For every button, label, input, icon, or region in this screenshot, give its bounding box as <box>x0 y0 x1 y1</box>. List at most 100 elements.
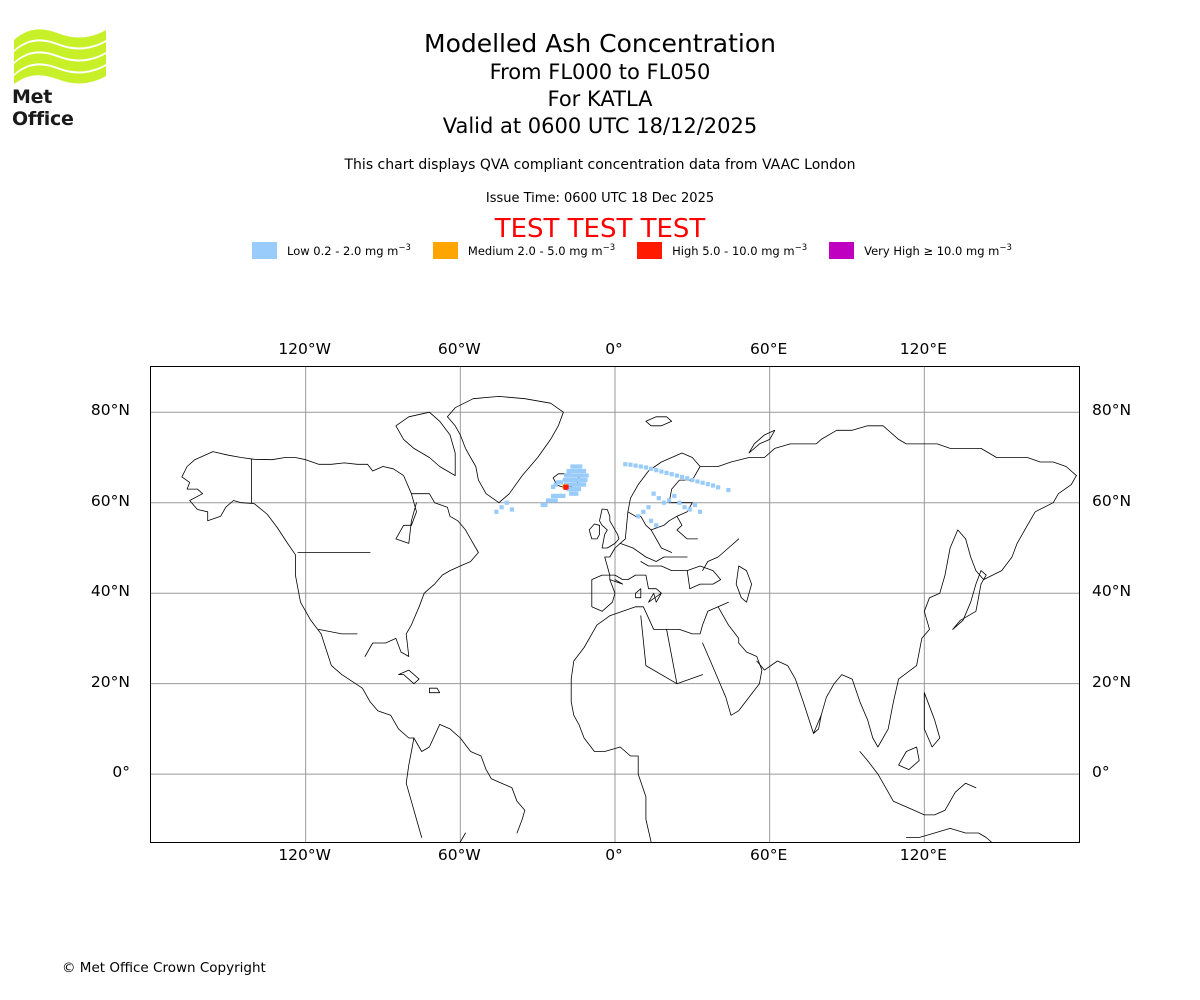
legend-label: High 5.0 - 10.0 mg m−3 <box>672 242 808 258</box>
plume-cell-low <box>504 500 509 505</box>
valid-time: Valid at 0600 UTC 18/12/2025 <box>442 114 758 138</box>
lon-tick-bottom: 120°W <box>278 846 331 864</box>
plume-cell-low <box>543 502 548 508</box>
lon-tick-bottom: 120°E <box>899 846 947 864</box>
plume-cell-low <box>579 468 584 474</box>
coastline-segment <box>813 714 822 734</box>
coastline-segment <box>666 628 678 685</box>
plume-cell-low <box>654 468 659 473</box>
plume-cell-low <box>553 482 558 487</box>
lat-tick-right: 20°N <box>1092 672 1132 691</box>
plume-cell-low <box>571 491 576 496</box>
plume-cell-low <box>661 500 667 505</box>
coastline-segment <box>446 395 564 504</box>
plume-cell-low <box>576 473 582 478</box>
lat-tick-left: 20°N <box>90 672 130 691</box>
plume-cell-low <box>569 491 574 496</box>
legend-item: High 5.0 - 10.0 mg m−3 <box>637 241 808 259</box>
lat-tick-right: 60°N <box>1092 491 1132 510</box>
plume-cell-low <box>581 473 587 478</box>
plume-cell-low <box>574 468 579 474</box>
plume-cell-low <box>579 482 584 487</box>
plume-cell-low <box>570 464 575 469</box>
plume-cell-low <box>646 505 651 510</box>
plume-cell-low <box>545 498 551 503</box>
legend-item: Medium 2.0 - 5.0 mg m−3 <box>432 241 615 259</box>
lat-tick-right: 0° <box>1092 763 1110 782</box>
plume-cell-low <box>553 498 558 503</box>
coastline-segment <box>650 529 673 553</box>
coastline-segment <box>570 601 729 680</box>
coastline-segment <box>702 538 740 572</box>
coastline-segment <box>181 451 417 544</box>
coastline-segment <box>859 751 977 816</box>
coastline-segment <box>413 723 526 834</box>
plume-cell-low <box>551 493 556 499</box>
coastline-segment <box>318 628 358 635</box>
map-gridlines <box>151 367 1079 842</box>
plume-cell-low <box>578 464 583 469</box>
plume-cell-low <box>695 479 700 484</box>
legend-label: Very High ≥ 10.0 mg m−3 <box>864 242 1012 258</box>
plume-cell-low <box>571 473 576 478</box>
plume-cell-low <box>648 466 654 471</box>
plume-cell-low <box>636 514 641 519</box>
plume-cell-low <box>556 480 561 485</box>
plume-cell-low <box>561 493 566 499</box>
plume-cell-low <box>710 483 716 488</box>
plume-cell-low <box>566 468 571 474</box>
coastline-segment <box>923 692 941 748</box>
plume-cell-low <box>572 478 578 483</box>
concentration-legend: Low 0.2 - 2.0 mg m−3 Medium 2.0 - 5.0 mg … <box>252 240 1012 260</box>
met-office-logo: Met Office <box>12 26 112 130</box>
page-title: Modelled Ash Concentration <box>424 29 776 58</box>
plume-cell-low <box>664 470 669 475</box>
test-banner: TEST TEST TEST <box>494 214 706 244</box>
page-title-block: Modelled Ash Concentration From FL000 to… <box>0 28 1200 140</box>
world-map[interactable] <box>150 366 1080 843</box>
logo-wave-mark <box>14 29 106 84</box>
map-coastlines <box>181 395 1077 842</box>
plume-cell-low <box>651 491 656 496</box>
plume-cell-low <box>633 463 638 468</box>
plume-cell-low <box>669 472 674 477</box>
plume-cell-low <box>648 518 654 523</box>
legend-item: Low 0.2 - 2.0 mg m−3 <box>252 241 411 259</box>
copyright-notice: © Met Office Crown Copyright <box>62 960 266 976</box>
coastline-segment <box>640 561 688 572</box>
coastline-segment <box>702 606 763 716</box>
lon-tick-top: 0° <box>605 340 623 358</box>
plume-cell-low <box>551 498 556 503</box>
coastline-segment <box>364 493 479 657</box>
plume-cell-low <box>567 478 572 483</box>
coastline-segment <box>898 746 920 771</box>
plume-cell-low <box>581 482 587 487</box>
plume-cell-low <box>556 493 561 499</box>
plume-cell-low <box>553 493 558 499</box>
plume-cell-low <box>569 468 574 474</box>
plume-cell-low <box>583 478 588 483</box>
coastline-segment <box>619 542 688 562</box>
plume-cell-low <box>690 478 695 483</box>
plume-cell-low <box>679 474 685 480</box>
lon-tick-top: 60°E <box>750 340 788 358</box>
plume-cell-low <box>494 509 499 514</box>
plume-cell-low <box>677 500 682 505</box>
coastline-segment <box>588 523 600 540</box>
plume-cell-low <box>548 498 553 503</box>
plume-cell-low <box>697 509 703 514</box>
plume-cell-low <box>726 487 731 493</box>
lat-tick-left: 0° <box>112 763 130 782</box>
legend-item: Very High ≥ 10.0 mg m−3 <box>829 241 1012 259</box>
plume-cell-low <box>581 468 587 474</box>
plume-cell-low <box>687 507 692 512</box>
plume-cell-low <box>576 482 582 487</box>
plume-cell-low <box>558 480 563 485</box>
plume-cell-low <box>563 473 569 478</box>
lon-tick-bottom: 60°E <box>750 846 788 864</box>
plume-cell-low <box>576 468 582 474</box>
coastline-segment <box>640 615 703 685</box>
coastline-segment <box>748 429 776 454</box>
plume-cell-low <box>551 484 556 489</box>
coastline-segment <box>735 565 752 603</box>
